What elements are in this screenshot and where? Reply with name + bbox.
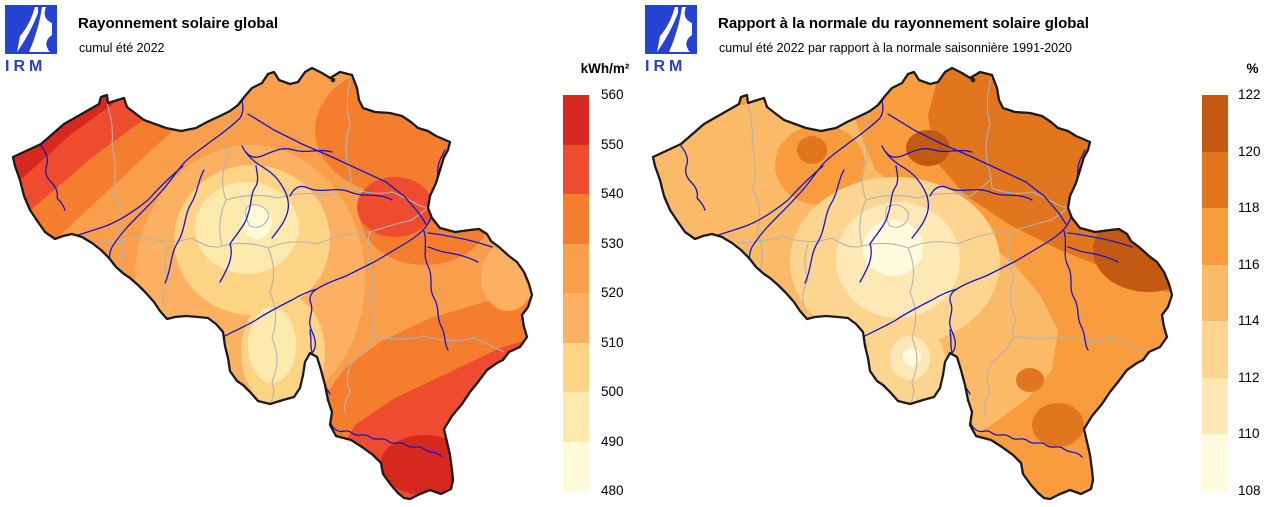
right-colorbar — [1202, 95, 1228, 492]
right-tick: 122 — [1238, 87, 1261, 102]
colorbar-segment — [1202, 321, 1228, 378]
left-colorbar-unit: kWh/m² — [580, 61, 630, 76]
right-tick: 110 — [1238, 426, 1260, 442]
left-tick: 480 — [601, 483, 624, 498]
left-tick: 520 — [601, 285, 624, 300]
left-title: Rayonnement solaire global — [78, 15, 279, 32]
right-subtitle: cumul été 2022 par rapport à la normale … — [719, 41, 1073, 55]
right-tick: 112 — [1238, 369, 1260, 385]
colorbar-segment — [1202, 95, 1228, 152]
left-tick: 550 — [601, 136, 624, 152]
colorbar-segment — [1202, 264, 1228, 322]
right-tick: 120 — [1238, 143, 1261, 159]
colorbar-segment — [563, 392, 589, 442]
left-tick: 490 — [601, 433, 624, 449]
colorbar-segment — [563, 243, 589, 293]
colorbar-segment — [1202, 434, 1228, 492]
irm-logo-right-text: IRM — [645, 58, 687, 75]
colorbar-segment — [1202, 208, 1228, 265]
left-tick: 560 — [601, 87, 624, 102]
left-map — [13, 68, 532, 499]
irm-logo-left-text: IRM — [5, 58, 47, 75]
right-tick: 114 — [1238, 313, 1260, 329]
colorbar-segment — [563, 293, 589, 343]
irm-logo-left-mark — [5, 5, 57, 54]
right-title: Rapport à la normale du rayonnement sola… — [718, 15, 1089, 32]
irm-logo-left: IRM — [5, 5, 61, 75]
right-tick: 108 — [1238, 483, 1261, 498]
colorbar-segment — [1202, 377, 1228, 435]
right-tick: 118 — [1238, 200, 1260, 216]
colorbar-segment — [563, 441, 589, 491]
left-tick: 530 — [601, 235, 624, 251]
colorbar-segment — [563, 194, 589, 244]
colorbar-segment — [563, 342, 589, 392]
left-tick: 510 — [601, 334, 624, 350]
colorbar-segment — [563, 144, 589, 194]
irm-logo-right: IRM — [645, 5, 701, 75]
colorbar-segment — [1202, 151, 1228, 209]
right-colorbar-unit: % — [1246, 61, 1259, 76]
left-subtitle: cumul été 2022 — [79, 41, 165, 55]
right-tick: 116 — [1238, 256, 1260, 272]
left-tick: 500 — [601, 384, 624, 399]
irm-logo-right-mark — [645, 5, 697, 54]
left-tick: 540 — [601, 186, 624, 201]
colorbar-segment — [563, 95, 589, 145]
left-colorbar — [563, 95, 589, 491]
